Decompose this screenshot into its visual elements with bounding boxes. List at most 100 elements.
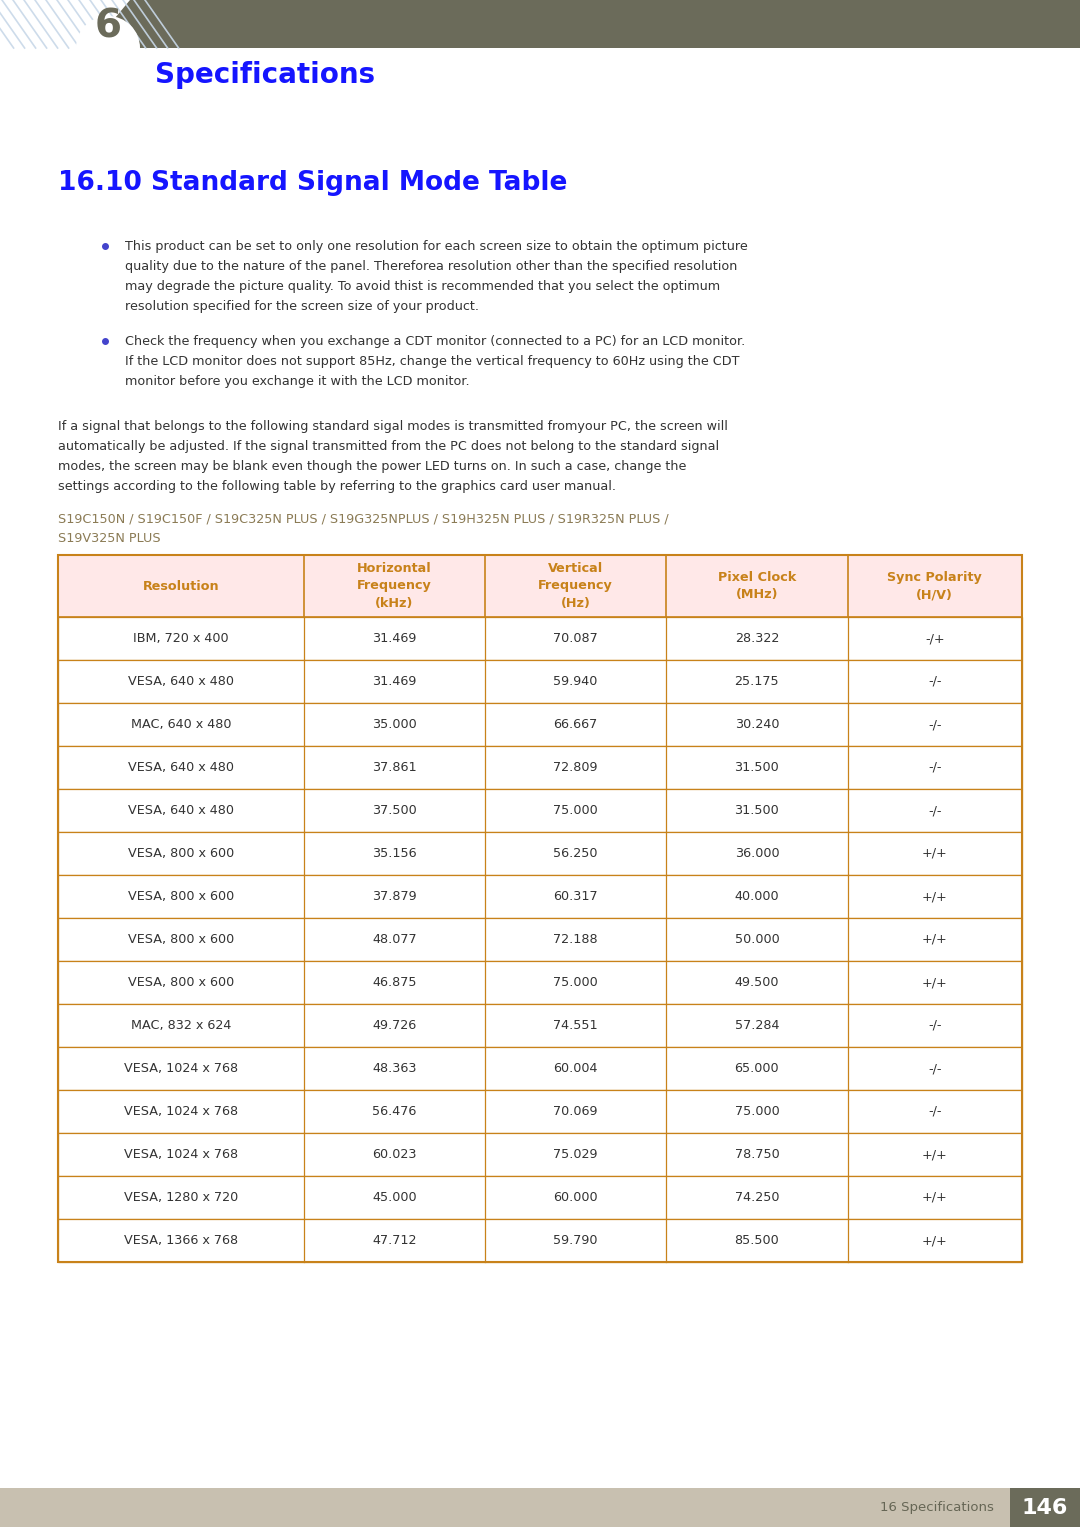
- Text: 40.000: 40.000: [734, 890, 779, 902]
- Text: quality due to the nature of the panel. Therefore⁡a resolution other than the sp: quality due to the nature of the panel. …: [125, 260, 738, 273]
- Text: 35.000: 35.000: [373, 718, 417, 731]
- Text: VESA, 800 x 600: VESA, 800 x 600: [127, 847, 234, 860]
- Bar: [58, 617, 1022, 660]
- Text: 37.500: 37.500: [373, 805, 417, 817]
- Text: +/+: +/+: [922, 890, 947, 902]
- Text: 60.317: 60.317: [553, 890, 598, 902]
- Bar: [58, 747, 1022, 789]
- Text: MAC, 640 x 480: MAC, 640 x 480: [131, 718, 231, 731]
- Bar: [58, 832, 1022, 875]
- Text: 37.861: 37.861: [373, 760, 417, 774]
- Text: Horizontal
Frequency
(kHz): Horizontal Frequency (kHz): [357, 562, 432, 609]
- Text: -/-: -/-: [928, 1019, 942, 1032]
- Text: MAC, 832 x 624: MAC, 832 x 624: [131, 1019, 231, 1032]
- Text: This product can be set to only one resolution for each screen size to obtain th: This product can be set to only one reso…: [125, 240, 747, 253]
- Text: If a signal that belongs to the following standard sig⁡al modes is transmitted f: If a signal that belongs to the followin…: [58, 420, 728, 434]
- Text: -/-: -/-: [928, 718, 942, 731]
- Bar: [58, 918, 1022, 960]
- Text: Resolution: Resolution: [143, 580, 219, 592]
- Bar: [58, 1003, 1022, 1048]
- Bar: [58, 1219, 1022, 1261]
- Text: 30.240: 30.240: [734, 718, 779, 731]
- Text: 75.000: 75.000: [734, 1106, 780, 1118]
- Text: may degrade the picture quality. To avoid this⁡t is recommended that you select : may degrade the picture quality. To avoi…: [125, 279, 720, 293]
- Text: 56.476: 56.476: [373, 1106, 417, 1118]
- Text: VESA, 640 x 480: VESA, 640 x 480: [127, 675, 234, 689]
- Text: Pixel Clock
(MHz): Pixel Clock (MHz): [718, 571, 796, 602]
- Text: 56.250: 56.250: [553, 847, 598, 860]
- Text: settings according to the following table by referring to the graphics card user: settings according to the following tabl…: [58, 479, 616, 493]
- Text: VESA, 800 x 600: VESA, 800 x 600: [127, 890, 234, 902]
- Bar: [58, 1048, 1022, 1090]
- Text: 49.500: 49.500: [734, 976, 779, 989]
- Text: -/-: -/-: [928, 805, 942, 817]
- Text: VESA, 640 x 480: VESA, 640 x 480: [127, 760, 234, 774]
- Text: 57.284: 57.284: [734, 1019, 779, 1032]
- Text: 31.469: 31.469: [373, 675, 417, 689]
- Text: +/+: +/+: [922, 1191, 947, 1203]
- Text: resolution specified for the screen size of your product.: resolution specified for the screen size…: [125, 299, 480, 313]
- Text: 66.667: 66.667: [554, 718, 598, 731]
- Text: 59.790: 59.790: [553, 1234, 598, 1248]
- Text: 75.000: 75.000: [553, 805, 598, 817]
- Polygon shape: [0, 0, 130, 47]
- Text: VESA, 800 x 600: VESA, 800 x 600: [127, 933, 234, 947]
- Bar: [58, 1090, 1022, 1133]
- Text: If the LCD monitor does not support 85Hz, change the vertical frequency to 60Hz : If the LCD monitor does not support 85Hz…: [125, 354, 740, 368]
- Text: 25.175: 25.175: [734, 675, 779, 689]
- Text: VESA, 640 x 480: VESA, 640 x 480: [127, 805, 234, 817]
- Text: 60.004: 60.004: [553, 1061, 598, 1075]
- Text: 49.726: 49.726: [373, 1019, 417, 1032]
- Text: 59.940: 59.940: [553, 675, 598, 689]
- Bar: [58, 554, 1022, 1261]
- Circle shape: [76, 15, 140, 79]
- Text: +/+: +/+: [922, 847, 947, 860]
- Text: Vertical
Frequency
(Hz): Vertical Frequency (Hz): [538, 562, 613, 609]
- Text: 72.188: 72.188: [553, 933, 598, 947]
- Text: 75.000: 75.000: [553, 976, 598, 989]
- Text: 60.023: 60.023: [373, 1148, 417, 1161]
- Text: 16.10 Standard Signal Mode Table: 16.10 Standard Signal Mode Table: [58, 169, 567, 195]
- Bar: [0, 0, 1080, 47]
- Text: +/+: +/+: [922, 1234, 947, 1248]
- Text: IBM, 720 x 400: IBM, 720 x 400: [133, 632, 229, 644]
- Text: 75.029: 75.029: [553, 1148, 598, 1161]
- Text: 74.250: 74.250: [734, 1191, 779, 1203]
- Text: 47.712: 47.712: [373, 1234, 417, 1248]
- Text: 31.500: 31.500: [734, 760, 780, 774]
- Text: 85.500: 85.500: [734, 1234, 780, 1248]
- Bar: [58, 554, 1022, 617]
- Text: 74.551: 74.551: [553, 1019, 598, 1032]
- Text: 48.077: 48.077: [373, 933, 417, 947]
- Text: 65.000: 65.000: [734, 1061, 779, 1075]
- Text: 36.000: 36.000: [734, 847, 779, 860]
- Bar: [58, 1133, 1022, 1176]
- Text: 31.500: 31.500: [734, 805, 780, 817]
- Text: 48.363: 48.363: [373, 1061, 417, 1075]
- Text: VESA, 800 x 600: VESA, 800 x 600: [127, 976, 234, 989]
- Bar: [58, 660, 1022, 702]
- Text: 37.879: 37.879: [373, 890, 417, 902]
- Text: 46.875: 46.875: [373, 976, 417, 989]
- Bar: [58, 1176, 1022, 1219]
- Bar: [58, 789, 1022, 832]
- Text: monitor before you exchange it with the LCD monitor.: monitor before you exchange it with the …: [125, 376, 470, 388]
- Text: VESA, 1280 x 720: VESA, 1280 x 720: [124, 1191, 238, 1203]
- Text: Sync Polarity
(H/V): Sync Polarity (H/V): [888, 571, 982, 602]
- Text: 16 Specifications: 16 Specifications: [880, 1501, 994, 1513]
- Text: VESA, 1024 x 768: VESA, 1024 x 768: [124, 1106, 238, 1118]
- Bar: [58, 875, 1022, 918]
- Text: +/+: +/+: [922, 1148, 947, 1161]
- Text: -/-: -/-: [928, 760, 942, 774]
- Text: 60.000: 60.000: [553, 1191, 598, 1203]
- Text: VESA, 1024 x 768: VESA, 1024 x 768: [124, 1148, 238, 1161]
- Text: -/-: -/-: [928, 1061, 942, 1075]
- Text: S19C150N / S19C150F / S19C325N PLUS / S19G325NPLUS / S19H325N PLUS / S19R325N PL: S19C150N / S19C150F / S19C325N PLUS / S1…: [58, 512, 669, 525]
- Bar: [58, 702, 1022, 747]
- Text: VESA, 1366 x 768: VESA, 1366 x 768: [124, 1234, 238, 1248]
- Text: 6: 6: [95, 8, 121, 46]
- Text: 35.156: 35.156: [373, 847, 417, 860]
- Text: 70.087: 70.087: [553, 632, 598, 644]
- Text: -/-: -/-: [928, 675, 942, 689]
- Text: -/-: -/-: [928, 1106, 942, 1118]
